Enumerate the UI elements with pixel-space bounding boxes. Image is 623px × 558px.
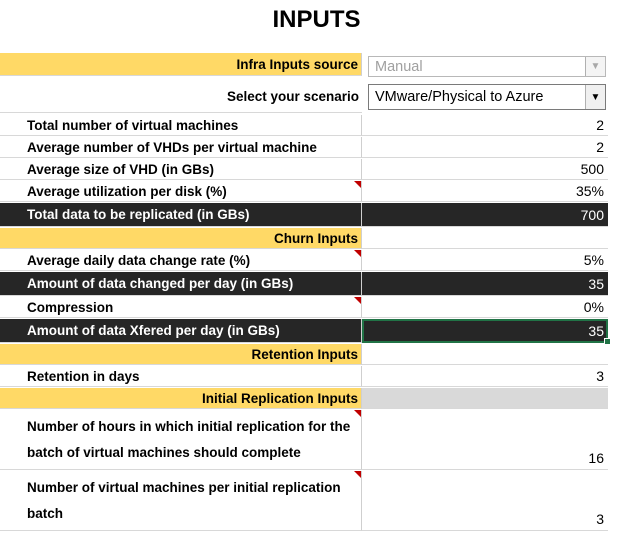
- hours-initial-label: Number of hours in which initial replica…: [0, 410, 362, 470]
- compression-label-text: Compression: [27, 299, 114, 315]
- compression-row: Compression 0%: [0, 297, 608, 318]
- avg-util-label-text: Average utilization per disk (%): [27, 183, 227, 199]
- avg-util-row: Average utilization per disk (%) 35%: [0, 181, 608, 202]
- avg-util-label: Average utilization per disk (%): [0, 181, 362, 202]
- infra-source-dropdown[interactable]: Manual ▼: [368, 56, 606, 77]
- avg-util-cell[interactable]: 35%: [362, 181, 608, 202]
- avg-vhds-row: Average number of VHDs per virtual machi…: [0, 137, 608, 158]
- data-changed-row: Amount of data changed per day (in GBs) …: [0, 272, 608, 296]
- vms-per-batch-cell[interactable]: 3: [362, 471, 608, 531]
- retention-days-label: Retention in days: [0, 366, 362, 387]
- avg-vhd-size-row: Average size of VHD (in GBs) 500: [0, 159, 608, 180]
- total-vms-row: Total number of virtual machines 2: [0, 115, 608, 136]
- avg-vhds-cell[interactable]: 2: [362, 137, 608, 158]
- infra-source-label: Infra Inputs source: [0, 53, 362, 76]
- avg-vhd-size-label: Average size of VHD (in GBs): [0, 159, 362, 180]
- retention-section-row: Retention Inputs: [0, 344, 608, 365]
- comment-marker-icon[interactable]: [354, 471, 361, 478]
- total-vms-label: Total number of virtual machines: [0, 115, 362, 136]
- retention-days-row: Retention in days 3: [0, 366, 608, 387]
- data-xfered-value: 35: [588, 322, 604, 339]
- scenario-row: Select your scenario VMware/Physical to …: [0, 80, 608, 113]
- total-data-row: Total data to be replicated (in GBs) 700: [0, 203, 608, 227]
- hours-initial-row: Number of hours in which initial replica…: [0, 410, 608, 470]
- retention-section-label: Retention Inputs: [0, 344, 362, 365]
- compression-label: Compression: [0, 297, 362, 318]
- data-xfered-label: Amount of data Xfered per day (in GBs): [0, 319, 362, 343]
- daily-change-label-text: Average daily data change rate (%): [27, 252, 251, 268]
- hours-initial-cell[interactable]: 16: [362, 410, 608, 470]
- vms-per-batch-label-text: Number of virtual machines per initial r…: [27, 479, 341, 521]
- churn-section-cell[interactable]: [362, 228, 608, 249]
- scenario-label: Select your scenario: [0, 80, 362, 113]
- infra-source-value: Manual: [375, 58, 423, 75]
- compression-cell[interactable]: 0%: [362, 297, 608, 318]
- comment-marker-icon[interactable]: [354, 297, 361, 304]
- daily-change-row: Average daily data change rate (%) 5%: [0, 250, 608, 271]
- retention-days-cell[interactable]: 3: [362, 366, 608, 387]
- data-changed-label: Amount of data changed per day (in GBs): [0, 272, 362, 296]
- initial-section-row: Initial Replication Inputs: [0, 388, 608, 409]
- initial-section-label: Initial Replication Inputs: [0, 388, 362, 409]
- data-xfered-cell[interactable]: 35: [362, 319, 611, 345]
- chevron-down-icon[interactable]: ▼: [585, 85, 605, 109]
- vms-per-batch-label: Number of virtual machines per initial r…: [0, 471, 362, 531]
- total-vms-cell[interactable]: 2: [362, 115, 608, 136]
- churn-section-row: Churn Inputs: [0, 228, 608, 249]
- hours-initial-label-text: Number of hours in which initial replica…: [27, 418, 351, 460]
- initial-section-cell[interactable]: [362, 388, 608, 409]
- page-title: INPUTS: [272, 6, 361, 33]
- churn-section-label: Churn Inputs: [0, 228, 362, 249]
- chevron-down-icon[interactable]: ▼: [585, 57, 605, 76]
- avg-vhds-label: Average number of VHDs per virtual machi…: [0, 137, 362, 158]
- comment-marker-icon[interactable]: [354, 250, 361, 257]
- comment-marker-icon[interactable]: [354, 410, 361, 417]
- avg-vhd-size-cell[interactable]: 500: [362, 159, 608, 180]
- data-changed-cell[interactable]: 35: [362, 272, 608, 296]
- comment-marker-icon[interactable]: [354, 181, 361, 188]
- daily-change-label: Average daily data change rate (%): [0, 250, 362, 271]
- scenario-value: VMware/Physical to Azure: [375, 89, 544, 105]
- total-data-label: Total data to be replicated (in GBs): [0, 203, 362, 227]
- total-data-cell[interactable]: 700: [362, 203, 608, 227]
- vms-per-batch-row: Number of virtual machines per initial r…: [0, 471, 608, 531]
- daily-change-cell[interactable]: 5%: [362, 250, 608, 271]
- scenario-dropdown[interactable]: VMware/Physical to Azure ▼: [368, 84, 606, 110]
- infra-source-row: Infra Inputs source Manual ▼: [0, 53, 608, 77]
- retention-section-cell[interactable]: [362, 344, 608, 365]
- data-xfered-row: Amount of data Xfered per day (in GBs) 3…: [0, 319, 611, 345]
